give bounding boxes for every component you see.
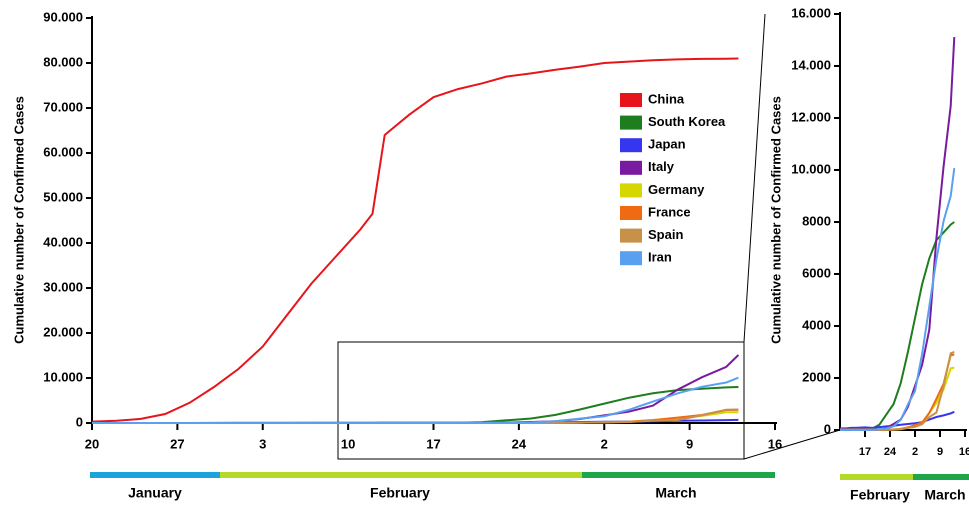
y-tick-label: 60.000 xyxy=(43,144,83,159)
legend-label: China xyxy=(648,91,685,106)
plot-area xyxy=(840,37,956,431)
zoom-connector xyxy=(743,429,841,460)
legend-label: South Korea xyxy=(648,114,726,129)
y-tick-label: 70.000 xyxy=(43,99,83,114)
y-tick-label: 10.000 xyxy=(43,369,83,384)
legend-swatch xyxy=(620,115,642,130)
month-bar xyxy=(582,472,775,478)
legend-label: Spain xyxy=(648,227,683,242)
legend-swatch xyxy=(620,206,642,220)
y-tick-label: 40.000 xyxy=(43,234,83,249)
x-tick-label: 17 xyxy=(859,446,871,458)
x-tick-label: 9 xyxy=(686,436,693,451)
month-label: February xyxy=(370,485,430,501)
legend-swatch xyxy=(620,251,642,266)
month-label: February xyxy=(850,487,910,503)
series-line xyxy=(840,353,955,431)
y-tick-label: 90.000 xyxy=(43,9,83,24)
x-tick-label: 24 xyxy=(884,446,897,458)
x-tick-label: 2 xyxy=(912,446,918,458)
x-tick-label: 20 xyxy=(85,436,99,451)
legend-label: Germany xyxy=(648,182,705,197)
month-label: March xyxy=(924,487,965,503)
x-tick-label: 27 xyxy=(170,436,184,451)
y-tick-label: 6000 xyxy=(802,265,831,280)
inset-box xyxy=(337,341,745,460)
series-line xyxy=(92,376,739,424)
y-tick-label: 8000 xyxy=(802,213,831,228)
legend-label: France xyxy=(648,204,691,219)
y-axis-label: Cumulative number of Confirmed Cases xyxy=(768,96,783,344)
series-line xyxy=(840,37,956,431)
y-tick-label: 20.000 xyxy=(43,324,83,339)
legend-label: Japan xyxy=(648,137,686,152)
month-bar xyxy=(840,474,913,480)
y-tick-label: 0 xyxy=(824,421,831,436)
y-tick-label: 50.000 xyxy=(43,189,83,204)
month-bar xyxy=(220,472,582,478)
month-label: January xyxy=(128,485,182,501)
legend-swatch xyxy=(620,138,642,153)
series-line xyxy=(92,354,740,424)
y-tick-label: 4000 xyxy=(802,317,831,332)
plot-area xyxy=(92,57,740,424)
y-tick-label: 14.000 xyxy=(791,57,831,72)
x-tick-label: 2 xyxy=(601,436,608,451)
x-tick-label: 10 xyxy=(341,436,355,451)
y-tick-label: 0 xyxy=(76,414,83,429)
legend-label: Iran xyxy=(648,250,672,265)
x-tick-label: 9 xyxy=(937,446,943,458)
month-bar xyxy=(913,474,969,480)
legend-swatch xyxy=(620,228,642,243)
y-tick-label: 10.000 xyxy=(791,161,831,176)
x-tick-label: 16 xyxy=(959,446,969,458)
legend-label: Italy xyxy=(648,159,675,174)
y-axis-label: Cumulative number of Confirmed Cases xyxy=(11,96,26,344)
x-tick-label: 24 xyxy=(512,436,527,451)
x-tick-label: 16 xyxy=(768,436,782,451)
y-tick-label: 30.000 xyxy=(43,279,83,294)
month-bar xyxy=(90,472,220,478)
zoom-connector xyxy=(743,13,766,343)
x-tick-label: 17 xyxy=(426,436,440,451)
series-line xyxy=(840,167,956,431)
series-line xyxy=(92,408,739,424)
legend-swatch xyxy=(620,93,642,107)
y-tick-label: 2000 xyxy=(802,369,831,384)
y-tick-label: 12.000 xyxy=(791,109,831,124)
y-tick-label: 80.000 xyxy=(43,54,83,69)
y-tick-label: 16.000 xyxy=(791,5,831,20)
series-line xyxy=(92,57,739,423)
month-label: March xyxy=(655,485,696,501)
legend-swatch xyxy=(620,183,642,198)
legend-swatch xyxy=(620,160,642,175)
x-tick-label: 3 xyxy=(259,436,266,451)
